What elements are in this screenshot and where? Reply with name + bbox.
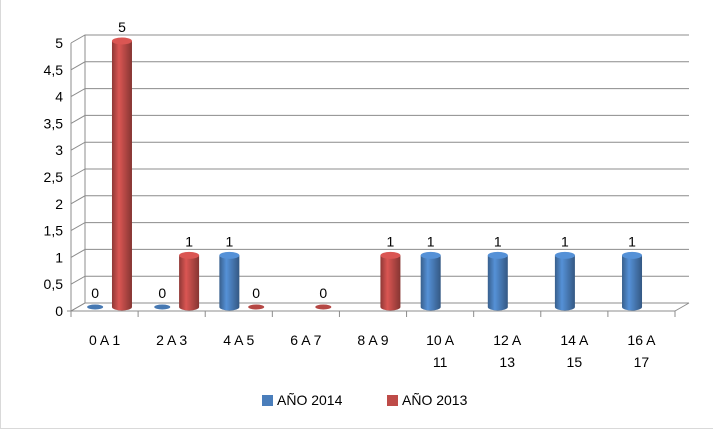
bar-top (554, 251, 575, 259)
x-tick-label: 14 A (560, 332, 589, 348)
gridline (70, 88, 689, 98)
gridline (70, 34, 689, 44)
bar-top (111, 37, 132, 45)
bar (111, 37, 132, 311)
y-tick-label: 0,5 (44, 276, 64, 292)
y-tick-label: 4 (55, 89, 63, 105)
data-label: 1 (225, 233, 233, 249)
x-tick-label: 0 A 1 (89, 332, 120, 348)
x-tick-label: 17 (634, 354, 650, 370)
y-tick-label: 2,5 (44, 169, 64, 185)
gridline (70, 114, 689, 124)
gridline (70, 168, 689, 178)
x-tick-label: 15 (567, 354, 583, 370)
y-tick-label: 3 (55, 142, 63, 158)
bar-top (622, 251, 643, 259)
bar (154, 304, 171, 310)
bar (219, 251, 240, 311)
bar-body (622, 255, 643, 311)
data-label: 1 (494, 233, 502, 249)
x-tick-label: 6 A 7 (290, 332, 321, 348)
bar-top (487, 251, 508, 259)
y-tick-label: 1 (55, 249, 63, 265)
data-label: 1 (185, 233, 193, 249)
data-label: 1 (427, 233, 435, 249)
y-tick-label: 0 (55, 303, 63, 319)
x-tick-label: 16 A (627, 332, 656, 348)
x-tick-label: 8 A 9 (357, 332, 388, 348)
data-label: 1 (387, 233, 395, 249)
bar (622, 251, 643, 311)
x-tick-label: 2 A 3 (156, 332, 187, 348)
bar-body (554, 255, 575, 311)
legend-swatch (387, 395, 398, 406)
data-label: 0 (158, 285, 166, 301)
bar-body (219, 255, 240, 311)
x-tick-label: 4 A 5 (223, 332, 254, 348)
bar (87, 304, 104, 310)
gridline (70, 302, 689, 312)
data-label: 1 (628, 233, 636, 249)
legend-swatch (262, 395, 273, 406)
y-tick-label: 2 (55, 196, 63, 212)
legend-label: AÑO 2014 (277, 392, 343, 408)
bar-flat (248, 304, 265, 310)
bar-flat (315, 304, 332, 310)
y-tick-label: 5 (55, 35, 63, 51)
gridline (70, 61, 689, 71)
bar (315, 304, 332, 310)
bar-body (111, 41, 132, 311)
bar-flat (87, 304, 104, 310)
bar-flat (154, 304, 171, 310)
legend-label: AÑO 2013 (402, 392, 468, 408)
data-label: 1 (561, 233, 569, 249)
bar-body (487, 255, 508, 311)
gridline (70, 275, 689, 285)
gridline (70, 222, 689, 232)
x-tick-label: 11 (433, 354, 448, 370)
data-label: 0 (319, 285, 327, 301)
gridline (70, 195, 689, 205)
bar (179, 251, 200, 311)
bar-top (420, 251, 441, 259)
x-tick-label: 13 (499, 354, 515, 370)
data-label: 5 (118, 19, 126, 35)
y-tick-label: 1,5 (44, 223, 64, 239)
gridline (70, 248, 689, 258)
gridline (70, 141, 689, 151)
bar-body (179, 255, 200, 311)
depth-edge-right (674, 302, 690, 312)
y-tick-label: 3,5 (44, 115, 64, 131)
bar-top (179, 251, 200, 259)
data-label: 0 (91, 285, 99, 301)
bar-top (380, 251, 401, 259)
bar-top (219, 251, 240, 259)
data-label: 0 (252, 285, 260, 301)
x-tick-label: 10 A (426, 332, 455, 348)
bar (380, 251, 401, 311)
bar (420, 251, 441, 311)
x-tick-label: 12 A (493, 332, 522, 348)
bar (554, 251, 575, 311)
y-tick-label: 4,5 (44, 62, 64, 78)
bar (248, 304, 265, 310)
bar-body (420, 255, 441, 311)
bar (487, 251, 508, 311)
bar-body (380, 255, 401, 311)
